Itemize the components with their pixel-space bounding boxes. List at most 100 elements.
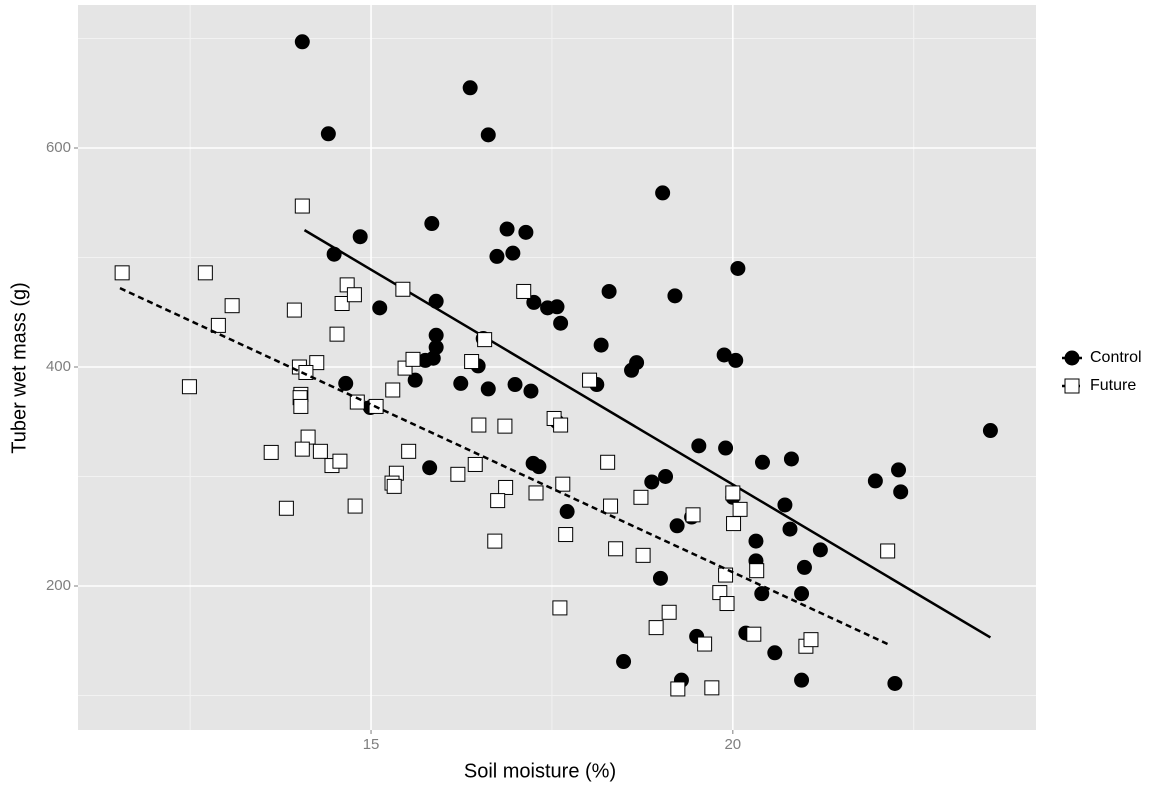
point — [746, 626, 762, 642]
point — [499, 221, 515, 237]
point — [891, 462, 907, 478]
trend-line — [303, 229, 992, 639]
point — [528, 485, 544, 501]
point — [782, 521, 798, 537]
point — [531, 459, 547, 475]
point — [661, 604, 677, 620]
point — [608, 541, 624, 557]
x-tick-label: 20 — [724, 736, 741, 753]
y-axis-title: Tuber wet mass (g) — [8, 282, 30, 454]
point — [286, 302, 302, 318]
point — [685, 507, 701, 523]
point — [352, 229, 368, 245]
point — [616, 654, 632, 670]
point — [748, 533, 764, 549]
point — [718, 440, 734, 456]
point — [464, 354, 480, 370]
point — [794, 672, 810, 688]
point — [732, 501, 748, 517]
point — [603, 498, 619, 514]
point — [424, 216, 440, 232]
point — [294, 34, 310, 50]
point — [582, 372, 598, 388]
point — [601, 283, 617, 299]
point — [294, 198, 310, 214]
point — [407, 372, 423, 388]
trend-line — [119, 287, 889, 646]
point — [477, 332, 493, 348]
point — [181, 379, 197, 395]
point — [553, 315, 569, 331]
point — [552, 600, 568, 616]
point — [893, 484, 909, 500]
point — [312, 443, 328, 459]
point — [320, 126, 336, 142]
point — [867, 473, 883, 489]
legend-marker — [1064, 378, 1080, 394]
point — [803, 632, 819, 648]
point — [505, 245, 521, 261]
x-tick-label: 15 — [363, 736, 380, 753]
point — [648, 620, 664, 636]
point — [704, 680, 720, 696]
legend-label: Control — [1090, 349, 1142, 366]
point — [697, 636, 713, 652]
point — [490, 493, 506, 509]
y-tick-label: 600 — [46, 139, 71, 156]
point — [982, 423, 998, 439]
point — [754, 454, 770, 470]
point — [453, 375, 469, 391]
point — [725, 485, 741, 501]
point — [516, 283, 532, 299]
point — [507, 377, 523, 393]
point — [730, 260, 746, 276]
point — [644, 474, 660, 490]
point — [624, 362, 640, 378]
point — [471, 417, 487, 433]
point — [523, 383, 539, 399]
point — [754, 586, 770, 602]
point — [332, 453, 348, 469]
point — [487, 533, 503, 549]
point — [658, 469, 674, 485]
point — [278, 500, 294, 516]
point — [294, 441, 310, 457]
point — [633, 489, 649, 505]
point — [334, 295, 350, 311]
point — [691, 438, 707, 454]
point — [670, 681, 686, 697]
point — [338, 375, 354, 391]
point — [224, 298, 240, 314]
point — [467, 456, 483, 472]
y-tick-label: 200 — [46, 577, 71, 594]
point — [783, 451, 799, 467]
point — [719, 596, 735, 612]
point — [796, 559, 812, 575]
point — [489, 248, 505, 264]
point — [794, 586, 810, 602]
point — [372, 300, 388, 316]
point — [812, 542, 828, 558]
point — [401, 443, 417, 459]
point — [386, 478, 402, 494]
point — [777, 497, 793, 513]
point — [347, 498, 363, 514]
point — [329, 326, 345, 342]
point — [480, 381, 496, 397]
point — [462, 80, 478, 96]
point — [767, 645, 783, 661]
point — [385, 382, 401, 398]
point — [652, 570, 668, 586]
y-tick-label: 400 — [46, 358, 71, 375]
point — [559, 504, 575, 520]
point — [555, 476, 571, 492]
point — [726, 516, 742, 532]
point — [600, 454, 616, 470]
point — [450, 466, 466, 482]
point — [635, 547, 651, 563]
point — [422, 460, 438, 476]
point — [114, 265, 130, 281]
point — [263, 444, 279, 460]
x-axis-title: Soil moisture (%) — [464, 760, 616, 782]
